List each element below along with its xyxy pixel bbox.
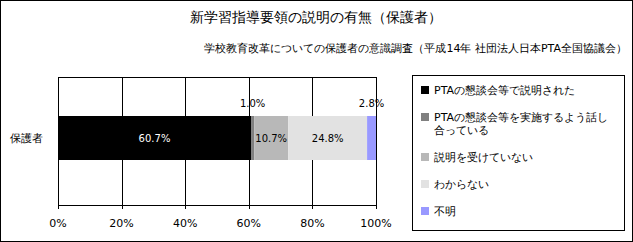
legend-text: 不明 bbox=[434, 205, 618, 218]
plot-bg bbox=[58, 77, 376, 205]
legend-item: PTAの懇談会等で説明された bbox=[421, 84, 618, 97]
data-label: 10.7% bbox=[255, 133, 287, 144]
legend-swatch bbox=[421, 113, 429, 121]
legend-swatch bbox=[421, 153, 429, 161]
data-label: 1.0% bbox=[240, 98, 265, 109]
legend-text: PTAの懇談会等で説明された bbox=[434, 84, 618, 97]
legend-item: わからない bbox=[421, 178, 618, 191]
bar-segment bbox=[367, 116, 376, 160]
legend-item: 説明を受けていない bbox=[421, 151, 618, 164]
tick-label: 100% bbox=[360, 217, 391, 230]
legend-text: PTAの懇談会等を実施するよう話し合っている bbox=[434, 111, 618, 137]
legend-swatch bbox=[421, 207, 429, 215]
chart-wrap: 新学習指導要領の説明の有無（保護者） 学校教育改革についての保護者の意識調査（平成… bbox=[0, 0, 633, 242]
legend-item: 不明 bbox=[421, 205, 618, 218]
data-labels: 60.7% 1.0% 10.7% 24.8% 2.8% bbox=[139, 98, 385, 144]
legend-text: わからない bbox=[434, 178, 618, 191]
subtitle: 学校教育改革についての保護者の意識調査（平成14年 社団法人日本PTA全国協議会… bbox=[204, 42, 627, 55]
legend-swatch bbox=[421, 86, 429, 94]
tick-label: 40% bbox=[173, 217, 197, 230]
plot-frame bbox=[59, 78, 377, 206]
data-label: 60.7% bbox=[139, 133, 171, 144]
data-label: 2.8% bbox=[359, 98, 384, 109]
data-label: 24.8% bbox=[312, 133, 344, 144]
tick-label: 60% bbox=[237, 217, 261, 230]
bar-segment bbox=[254, 116, 288, 160]
legend-item: PTAの懇談会等を実施するよう話し合っている bbox=[421, 111, 618, 137]
legend-swatch bbox=[421, 180, 429, 188]
legend: PTAの懇談会等で説明された PTAの懇談会等を実施するよう話し合っている説明を受… bbox=[412, 75, 625, 231]
bar-segment bbox=[288, 116, 367, 160]
title: 新学習指導要領の説明の有無（保護者） bbox=[190, 9, 442, 25]
bars bbox=[58, 116, 376, 160]
tick-label: 0% bbox=[49, 217, 66, 230]
tick-label: 20% bbox=[109, 217, 133, 230]
tick-label: 80% bbox=[300, 217, 324, 230]
outer-frame bbox=[1, 1, 633, 242]
legend-text: 説明を受けていない bbox=[434, 151, 618, 164]
bar-segment bbox=[58, 116, 251, 160]
bar-segment bbox=[251, 116, 254, 160]
category-label: 保護者 bbox=[10, 132, 43, 145]
